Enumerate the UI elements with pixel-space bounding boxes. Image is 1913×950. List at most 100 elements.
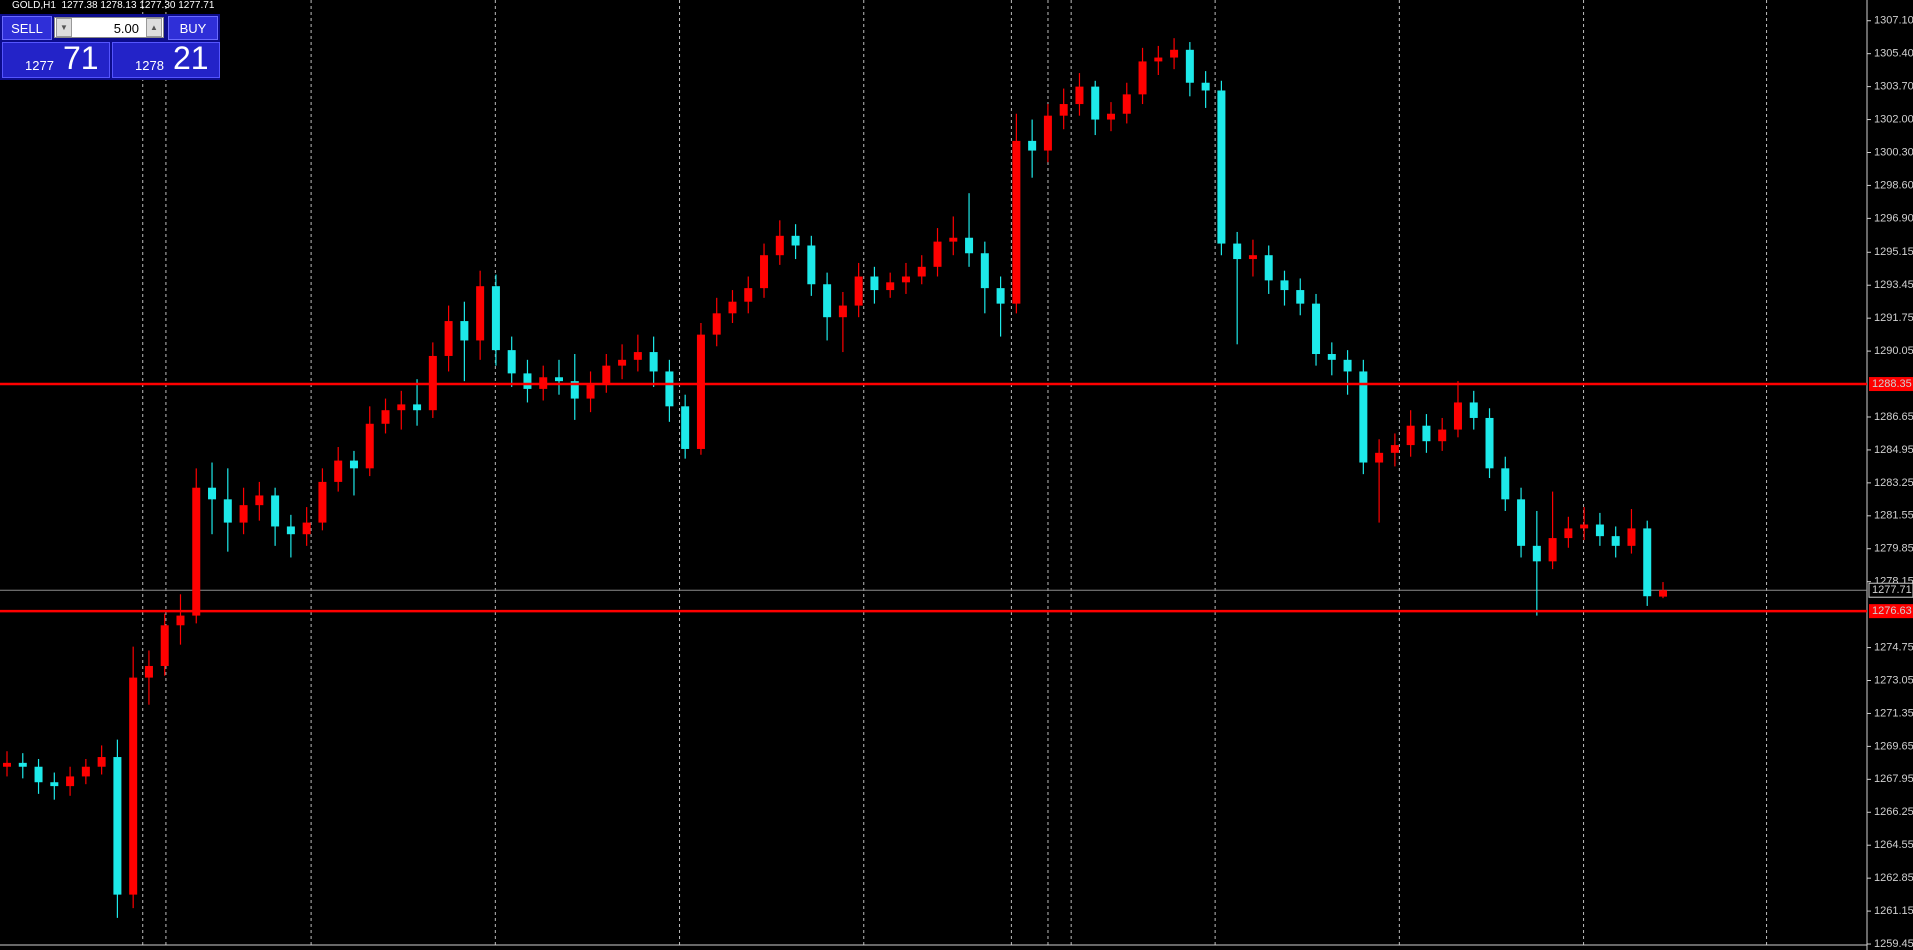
candle-body [1154,57,1163,62]
y-tick-label: 1303.70 [1874,81,1913,93]
candle-body [949,237,958,242]
candle-body [97,757,106,767]
candle-body [1091,86,1100,120]
y-tick-label: 1298.60 [1874,179,1913,191]
ask-price-pips: 21 [173,40,209,76]
candle-body [1201,82,1210,91]
candle-body [586,383,595,399]
y-tick-label: 1279.85 [1874,543,1913,555]
candle-body [365,423,374,469]
volume-down[interactable]: ▼ [56,18,72,37]
candle-body [760,255,769,289]
ask-price-big-figure: 1278 [135,58,164,73]
y-tick-label: 1259.45 [1874,938,1913,950]
y-tick-label: 1291.75 [1874,312,1913,324]
candle-body [192,487,201,616]
candle-body [18,762,27,767]
candle-body [1028,140,1037,151]
candle-body [1548,538,1557,562]
candle-body [1343,359,1352,372]
candle-body [775,235,784,256]
bid-label-box [1868,582,1913,598]
y-tick-label: 1271.35 [1874,707,1913,719]
bid-price[interactable]: 1277 71 [2,40,110,78]
one-click-trading-panel: SELL 5.00 ▼ ▲ BUY 1277 71 1278 21 [0,14,220,80]
candle-body [1469,402,1478,418]
candle-body [555,377,563,382]
candle-body [917,266,926,277]
candle-body [1138,61,1147,95]
candle-body [1043,115,1052,151]
candle-body [271,495,280,527]
candle-body [381,410,390,424]
y-tick-label: 1296.90 [1874,212,1913,224]
candle-body [1627,528,1636,546]
bid-price-big-figure: 1277 [25,58,54,73]
candle-body [886,282,895,291]
candle-body [1264,255,1273,281]
candle-body [223,499,232,523]
y-tick-label: 1269.65 [1874,740,1913,752]
candle-body [870,276,879,291]
y-tick-label: 1267.95 [1874,773,1913,785]
candle-body [570,381,579,399]
candle-body [712,313,721,335]
candle-body [491,286,500,351]
candle-body [1517,499,1526,546]
candle-body [681,406,690,449]
candle-body [980,253,989,289]
candle-body [1217,90,1226,244]
candle-body [1564,528,1573,539]
y-tick-label: 1295.15 [1874,246,1913,258]
ask-price[interactable]: 1278 21 [112,40,220,78]
candle-body [1359,371,1368,463]
volume-input[interactable]: 5.00 [54,17,164,38]
candle-body [34,766,43,783]
candle-body [302,522,311,535]
y-tick-label: 1264.55 [1874,839,1913,851]
candle-body [791,235,800,246]
y-tick-label: 1274.75 [1874,641,1913,653]
candle-body [1327,354,1336,360]
candle-body [413,404,422,411]
bid-price-pips: 71 [63,40,99,76]
candle-body [160,625,169,666]
candle-body [3,762,11,767]
candle-body [1059,104,1068,116]
buy-button[interactable]: BUY [168,16,218,40]
candle-body [1170,49,1179,58]
candle-body [66,776,75,787]
candle-body [1296,290,1305,304]
volume-up[interactable]: ▲ [146,18,162,37]
y-tick-label: 1290.05 [1874,345,1913,357]
sell-button[interactable]: SELL [2,16,52,40]
candle-body [397,404,406,411]
candle-body [255,495,264,506]
level-label-box [1869,377,1913,392]
candle-body [901,276,910,283]
candle-body [1122,94,1131,114]
candle-body [50,782,59,787]
candle-body [349,460,358,469]
y-tick-label: 1302.00 [1874,113,1913,125]
candle-body [996,288,1005,304]
y-tick-label: 1300.30 [1874,146,1913,158]
candle-body [1453,402,1462,430]
candle-body [602,365,611,384]
candle-body [507,350,516,374]
candle-body [444,321,453,356]
candle-body [838,305,847,318]
y-tick-label: 1281.55 [1874,510,1913,522]
bid-label: 1277.71 [1872,584,1912,596]
candle-body [933,241,942,267]
candle-body [633,352,642,360]
y-tick-label: 1266.25 [1874,806,1913,818]
y-tick-label: 1305.40 [1874,48,1913,60]
candle-body [1438,429,1447,442]
candle-body [208,487,217,500]
candle-body [523,373,532,389]
y-tick-label: 1284.95 [1874,444,1913,456]
candle-body [1233,243,1242,260]
level-label-box [1869,604,1913,619]
candle-body [239,505,248,523]
